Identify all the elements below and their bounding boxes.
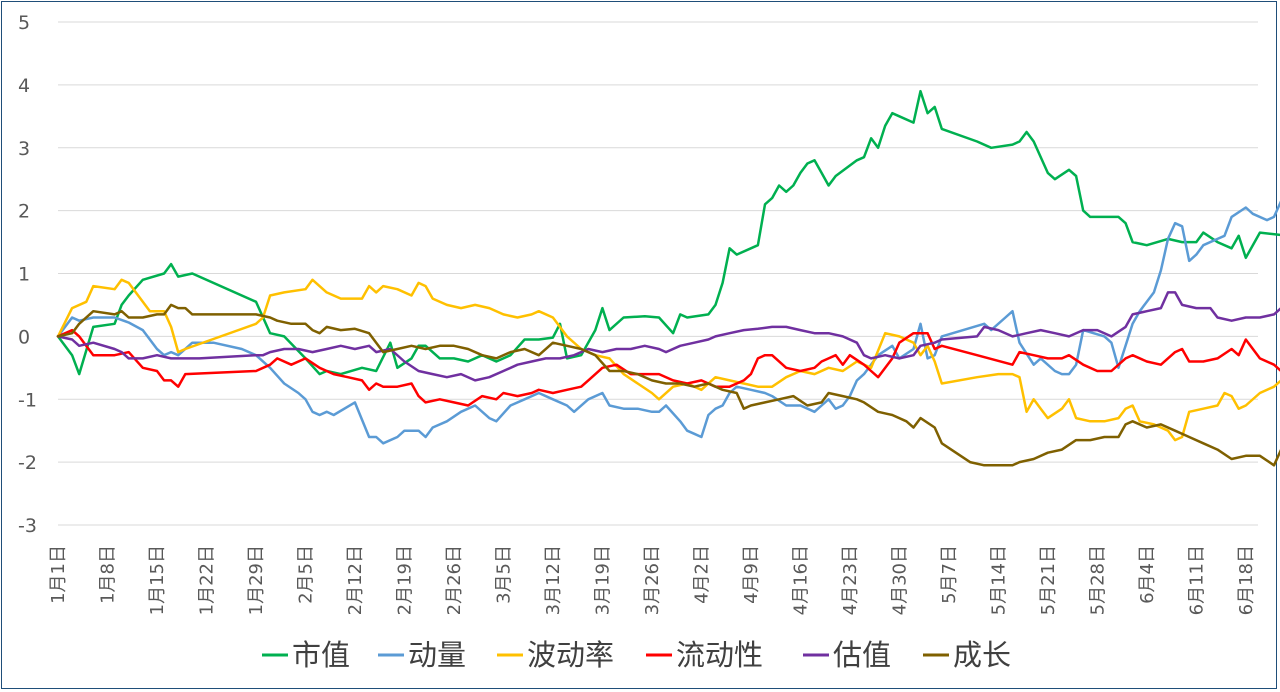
legend-label: 流动性 bbox=[676, 638, 763, 672]
y-tick-label: 2 bbox=[18, 201, 30, 223]
x-tick-label: 3月12日 bbox=[543, 545, 564, 615]
y-tick-label: 0 bbox=[18, 326, 30, 348]
gridlines bbox=[58, 21, 1258, 526]
y-tick-label: -3 bbox=[18, 515, 37, 537]
x-tick-label: 2月19日 bbox=[394, 545, 415, 615]
x-tick-label: 1月29日 bbox=[246, 545, 267, 615]
x-tick-label: 3月19日 bbox=[592, 545, 613, 615]
x-tick-label: 3月26日 bbox=[642, 545, 663, 615]
x-tick-label: 6月4日 bbox=[1137, 545, 1158, 604]
x-tick-label: 2月12日 bbox=[345, 545, 366, 615]
legend-label: 市值 bbox=[292, 638, 350, 672]
legend: 市值 动量 波动率 流动性 估值 成长 bbox=[262, 638, 1011, 672]
x-tick-label: 1月22日 bbox=[196, 545, 217, 615]
series-line bbox=[56, 303, 1280, 467]
legend-label: 波动率 bbox=[527, 638, 614, 672]
x-tick-label: 4月2日 bbox=[691, 545, 712, 604]
legend-label: 估值 bbox=[833, 638, 891, 672]
x-tick-label: 1月15日 bbox=[147, 545, 168, 615]
x-tick-label: 4月23日 bbox=[840, 545, 861, 615]
x-tick-label: 2月5日 bbox=[295, 545, 316, 604]
axes: 5 4 3 2 1 0 -1 -2 -3 1月1日 1月8日 1月15日 1月22日 1月29日 2月5日 2… bbox=[18, 12, 1257, 615]
series-line bbox=[56, 278, 1280, 442]
x-tick-label: 3月5日 bbox=[493, 545, 514, 604]
x-tick-label: 2月26日 bbox=[444, 545, 465, 615]
y-tick-label: 3 bbox=[18, 138, 30, 160]
x-tick-label: 5月7日 bbox=[939, 545, 960, 604]
y-tick-label: -2 bbox=[18, 452, 37, 474]
series-line bbox=[56, 200, 1280, 445]
x-tick-label: 4月30日 bbox=[889, 545, 910, 615]
x-tick-label: 5月21日 bbox=[1038, 545, 1059, 615]
legend-label: 成长 bbox=[953, 638, 1011, 672]
x-tick-label: 4月9日 bbox=[741, 545, 762, 604]
y-tick-label: 1 bbox=[18, 264, 30, 286]
x-tick-label: 5月28日 bbox=[1087, 545, 1108, 615]
series-line bbox=[56, 89, 1280, 376]
y-tick-label: 4 bbox=[18, 75, 30, 97]
x-tick-label: 1月1日 bbox=[48, 545, 69, 604]
x-tick-label: 1月8日 bbox=[97, 545, 118, 604]
x-tick-label: 4月16日 bbox=[790, 545, 811, 615]
series-lines bbox=[56, 89, 1280, 467]
y-tick-label: 5 bbox=[18, 12, 30, 34]
y-tick-label: -1 bbox=[18, 389, 37, 411]
series-line bbox=[56, 291, 1280, 382]
series-line bbox=[56, 328, 1280, 407]
x-tick-label: 5月14日 bbox=[988, 545, 1009, 615]
x-tick-label: 6月11日 bbox=[1186, 545, 1207, 615]
x-tick-label: 6月18日 bbox=[1236, 545, 1257, 615]
legend-label: 动量 bbox=[408, 638, 466, 672]
